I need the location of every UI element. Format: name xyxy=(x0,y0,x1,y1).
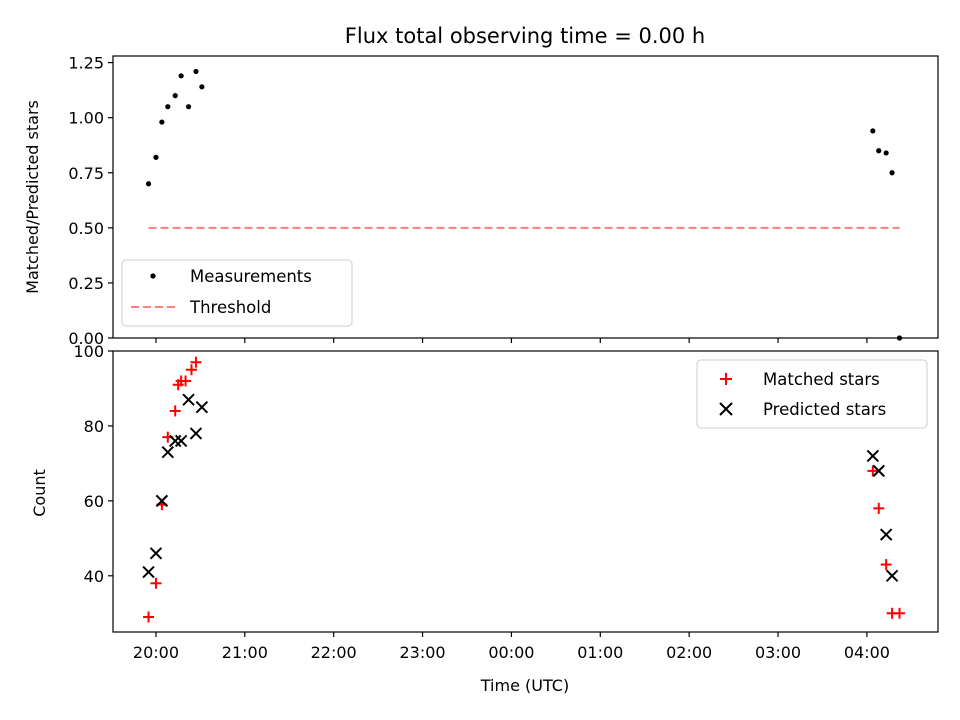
predicted-star-point xyxy=(169,434,182,448)
bottom-axes-frame xyxy=(112,350,939,633)
top-ytick-label: 0.50 xyxy=(68,219,104,238)
measurement-point xyxy=(193,68,199,75)
predicted-star-point xyxy=(149,547,163,560)
xtick-label: 21:00 xyxy=(222,643,268,662)
legend-predicted-marker xyxy=(719,402,733,416)
predicted-star-point xyxy=(142,565,155,579)
measurement-point xyxy=(159,119,165,125)
measurement-point xyxy=(145,181,152,187)
legend-measurements-marker xyxy=(150,273,156,279)
chart-title: Flux total observing time = 0.00 h xyxy=(345,24,705,48)
xtick-label: 01:00 xyxy=(577,643,623,662)
bottom-legend: Matched stars Predicted stars xyxy=(696,359,928,429)
xtick-label: 22:00 xyxy=(311,643,357,662)
bottom-ytick-label: 40 xyxy=(84,567,104,586)
top-panel: 0.00 0.25 0.50 0.75 1.00 1.25 Matched/Predict… xyxy=(23,54,939,348)
top-ytick-label: 0.25 xyxy=(68,274,104,293)
predicted-star-point xyxy=(174,434,188,448)
matched-star-point xyxy=(150,577,162,589)
measurement-point xyxy=(876,148,882,154)
top-ytick-label: 1.00 xyxy=(68,109,104,128)
measurement-point xyxy=(172,93,178,99)
measurement-point xyxy=(178,73,184,79)
predicted-star-point xyxy=(155,494,169,508)
measurement-point xyxy=(896,335,903,341)
matched-star-point xyxy=(169,405,181,417)
x-axis-label: Time (UTC) xyxy=(480,676,569,695)
predicted-star-point xyxy=(872,464,885,478)
matched-star-point xyxy=(180,375,192,387)
legend-matched-label: Matched stars xyxy=(763,370,880,389)
matched-star-point xyxy=(190,356,202,368)
xtick-label: 02:00 xyxy=(666,643,712,662)
bottom-ytick-label: 100 xyxy=(73,342,104,361)
matched-star-point xyxy=(186,364,198,376)
measurement-point xyxy=(185,104,192,110)
matched-star-point xyxy=(867,465,879,477)
top-axes-frame xyxy=(112,55,939,339)
top-y-axis-label: Matched/Predicted stars xyxy=(23,100,42,294)
matched-star-point xyxy=(873,502,885,514)
top-ytick-label: 0.00 xyxy=(68,329,104,348)
predicted-star-point xyxy=(866,449,880,463)
xtick-label: 20:00 xyxy=(133,643,179,662)
predicted-star-point xyxy=(189,427,203,440)
xtick-label: 00:00 xyxy=(488,643,534,662)
legend-threshold-label: Threshold xyxy=(189,298,271,317)
matched-star-point xyxy=(880,559,892,571)
matched-star-point xyxy=(143,611,155,623)
xtick-label: 04:00 xyxy=(844,643,890,662)
measurement-point xyxy=(870,128,876,134)
xtick-label: 03:00 xyxy=(755,643,801,662)
bottom-panel: 40 60 80 100 20:00 21:00 22:00 23:00 00:00 01:00… xyxy=(30,342,939,695)
predicted-star-point xyxy=(161,445,175,459)
legend-measurements-label: Measurements xyxy=(190,267,312,286)
measurement-point xyxy=(199,84,205,90)
matched-star-point xyxy=(893,607,905,619)
measurement-point xyxy=(153,154,159,160)
legend-predicted-label: Predicted stars xyxy=(763,400,886,419)
predicted-star-point xyxy=(195,400,209,414)
predicted-star-point xyxy=(885,569,899,583)
bottom-ytick-label: 60 xyxy=(84,492,104,511)
measurement-point xyxy=(165,104,171,110)
top-legend-frame xyxy=(121,259,353,327)
bottom-ytick-label: 80 xyxy=(84,417,104,436)
top-ytick-label: 1.25 xyxy=(68,54,104,73)
bottom-legend-frame xyxy=(696,359,928,429)
predicted-star-point xyxy=(182,393,195,406)
legend-matched-marker xyxy=(720,373,732,385)
top-legend: Measurements Threshold xyxy=(121,259,353,327)
measurement-point xyxy=(889,170,895,176)
bottom-y-axis-label: Count xyxy=(30,469,49,517)
xtick-label: 23:00 xyxy=(400,643,446,662)
measurement-point xyxy=(883,150,889,156)
predicted-star-point xyxy=(879,528,893,541)
top-ytick-label: 0.75 xyxy=(68,164,104,183)
